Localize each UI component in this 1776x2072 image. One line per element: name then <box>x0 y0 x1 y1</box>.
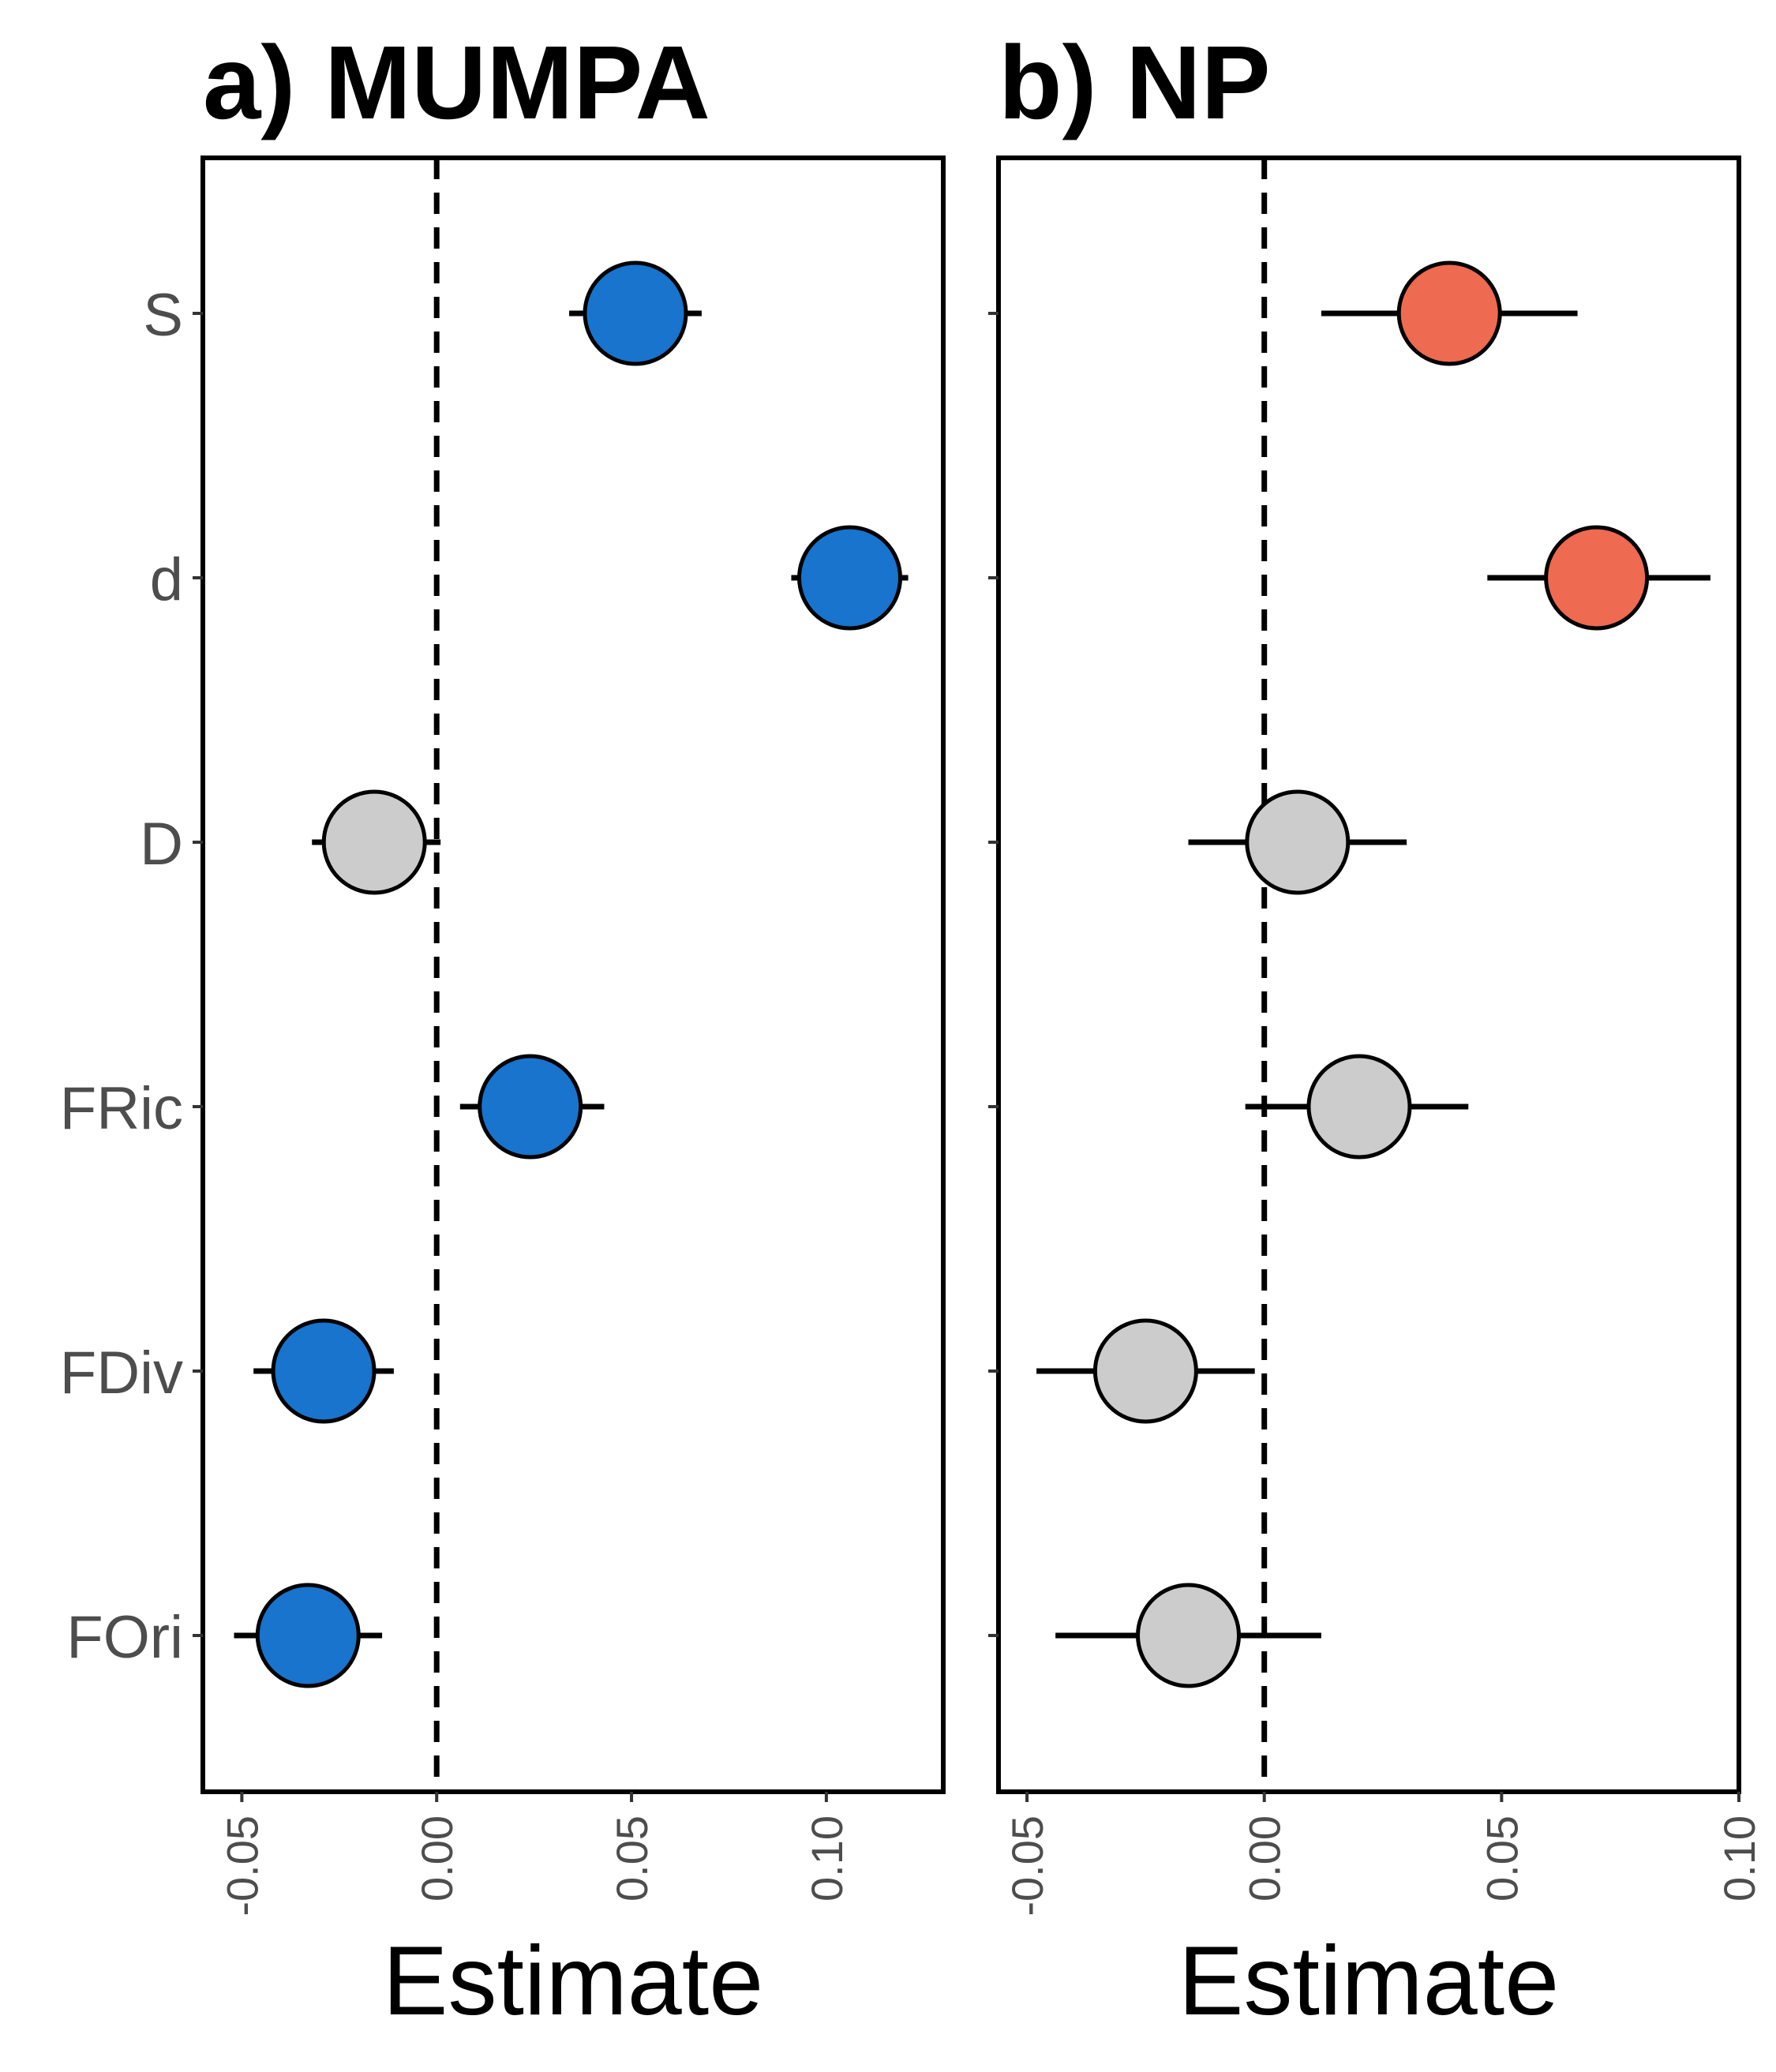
panel-mumpa: a) MUMPA Sd D FRic FDiv FOri -0.05 0.00 0.05 0.10… <box>60 24 946 2036</box>
x-axis-title: Estimate <box>383 1927 763 2036</box>
x-tick-label: 0.05 <box>607 1815 657 1902</box>
y-tick-label-d: d <box>150 546 183 613</box>
panel-frame <box>200 155 946 1794</box>
estimate-point-d <box>797 525 903 631</box>
estimate-point-fric <box>1306 1054 1412 1160</box>
x-tick-label: 0.00 <box>412 1815 462 1902</box>
estimate-point-d <box>321 789 427 895</box>
panel-title: a) MUMPA <box>203 24 710 141</box>
y-tick-label-fric: FRic <box>60 1075 183 1142</box>
x-tick-label: 0.10 <box>1714 1815 1764 1902</box>
estimate-point-fric <box>478 1054 583 1160</box>
panel-frame <box>996 155 1741 1794</box>
y-tick-label-d: D <box>140 811 183 878</box>
estimate-point-fori <box>255 1583 361 1688</box>
x-tick-label: 0.05 <box>1477 1815 1527 1902</box>
y-tick-label-fori: FOri <box>66 1604 183 1671</box>
y-tick-label-fdiv: FDiv <box>60 1339 183 1407</box>
estimate-point-s <box>583 260 688 366</box>
panel-title: b) NP <box>999 24 1271 141</box>
x-tick-label: 0.00 <box>1240 1815 1290 1902</box>
x-tick-label: -0.05 <box>217 1815 267 1917</box>
panel-np: b) NP -0.05 0.00 0.05 0.10 Estimate <box>988 24 1764 2036</box>
estimate-point-s <box>1396 260 1502 366</box>
estimate-point-fdiv <box>1092 1318 1198 1424</box>
estimate-point-fori <box>1136 1583 1242 1688</box>
estimate-point-fdiv <box>271 1318 377 1424</box>
x-tick-label: -0.05 <box>1002 1815 1052 1917</box>
estimate-point-d <box>1245 789 1351 895</box>
estimate-point-d <box>1544 525 1650 631</box>
y-tick-label-s: S <box>143 282 183 349</box>
x-axis-title: Estimate <box>1178 1927 1559 2036</box>
x-tick-label: 0.10 <box>802 1815 852 1902</box>
